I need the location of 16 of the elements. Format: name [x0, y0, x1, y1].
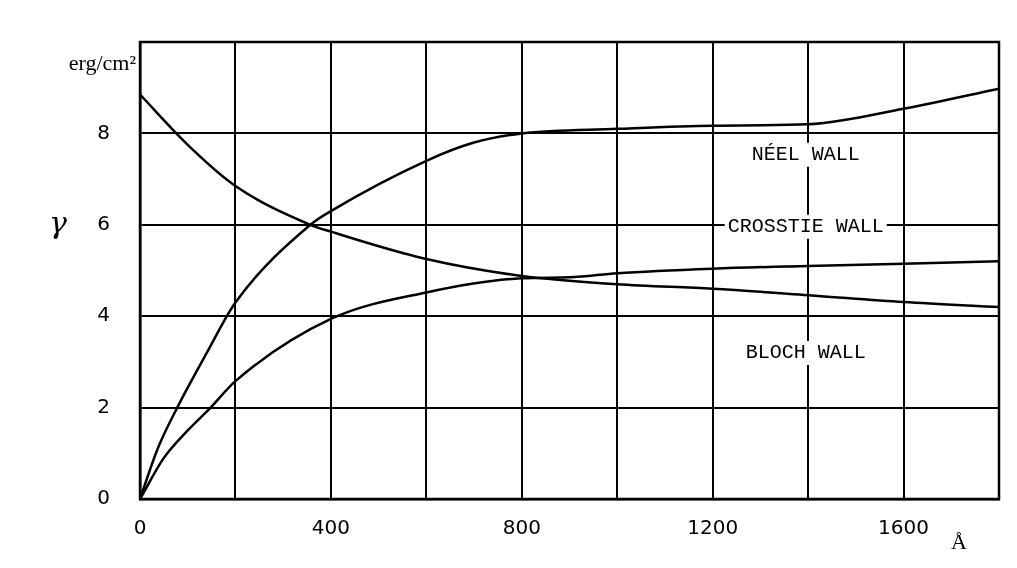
x-tick-label: 1600	[878, 515, 930, 540]
series-label: CROSSTIE WALL	[727, 215, 884, 239]
text: BLOCH WALL	[745, 341, 866, 365]
x-tick-label: 1200	[687, 515, 739, 540]
x-axis-title: Å	[951, 528, 968, 554]
y-tick-label: 4	[97, 302, 110, 327]
y-axis-title: γ	[49, 204, 68, 240]
y-tick-label: 8	[97, 119, 110, 144]
y-tick-label: 6	[97, 211, 110, 235]
x-tick-label: 0	[133, 515, 147, 540]
y-tick-label: 0	[97, 485, 110, 510]
series-label: NÉEL WALL	[751, 143, 860, 167]
y-tick-label: 2	[97, 393, 110, 418]
text: erg/cm²	[68, 49, 137, 75]
x-tick-label: 400	[311, 515, 350, 540]
x-tick-label: 800	[502, 515, 541, 540]
